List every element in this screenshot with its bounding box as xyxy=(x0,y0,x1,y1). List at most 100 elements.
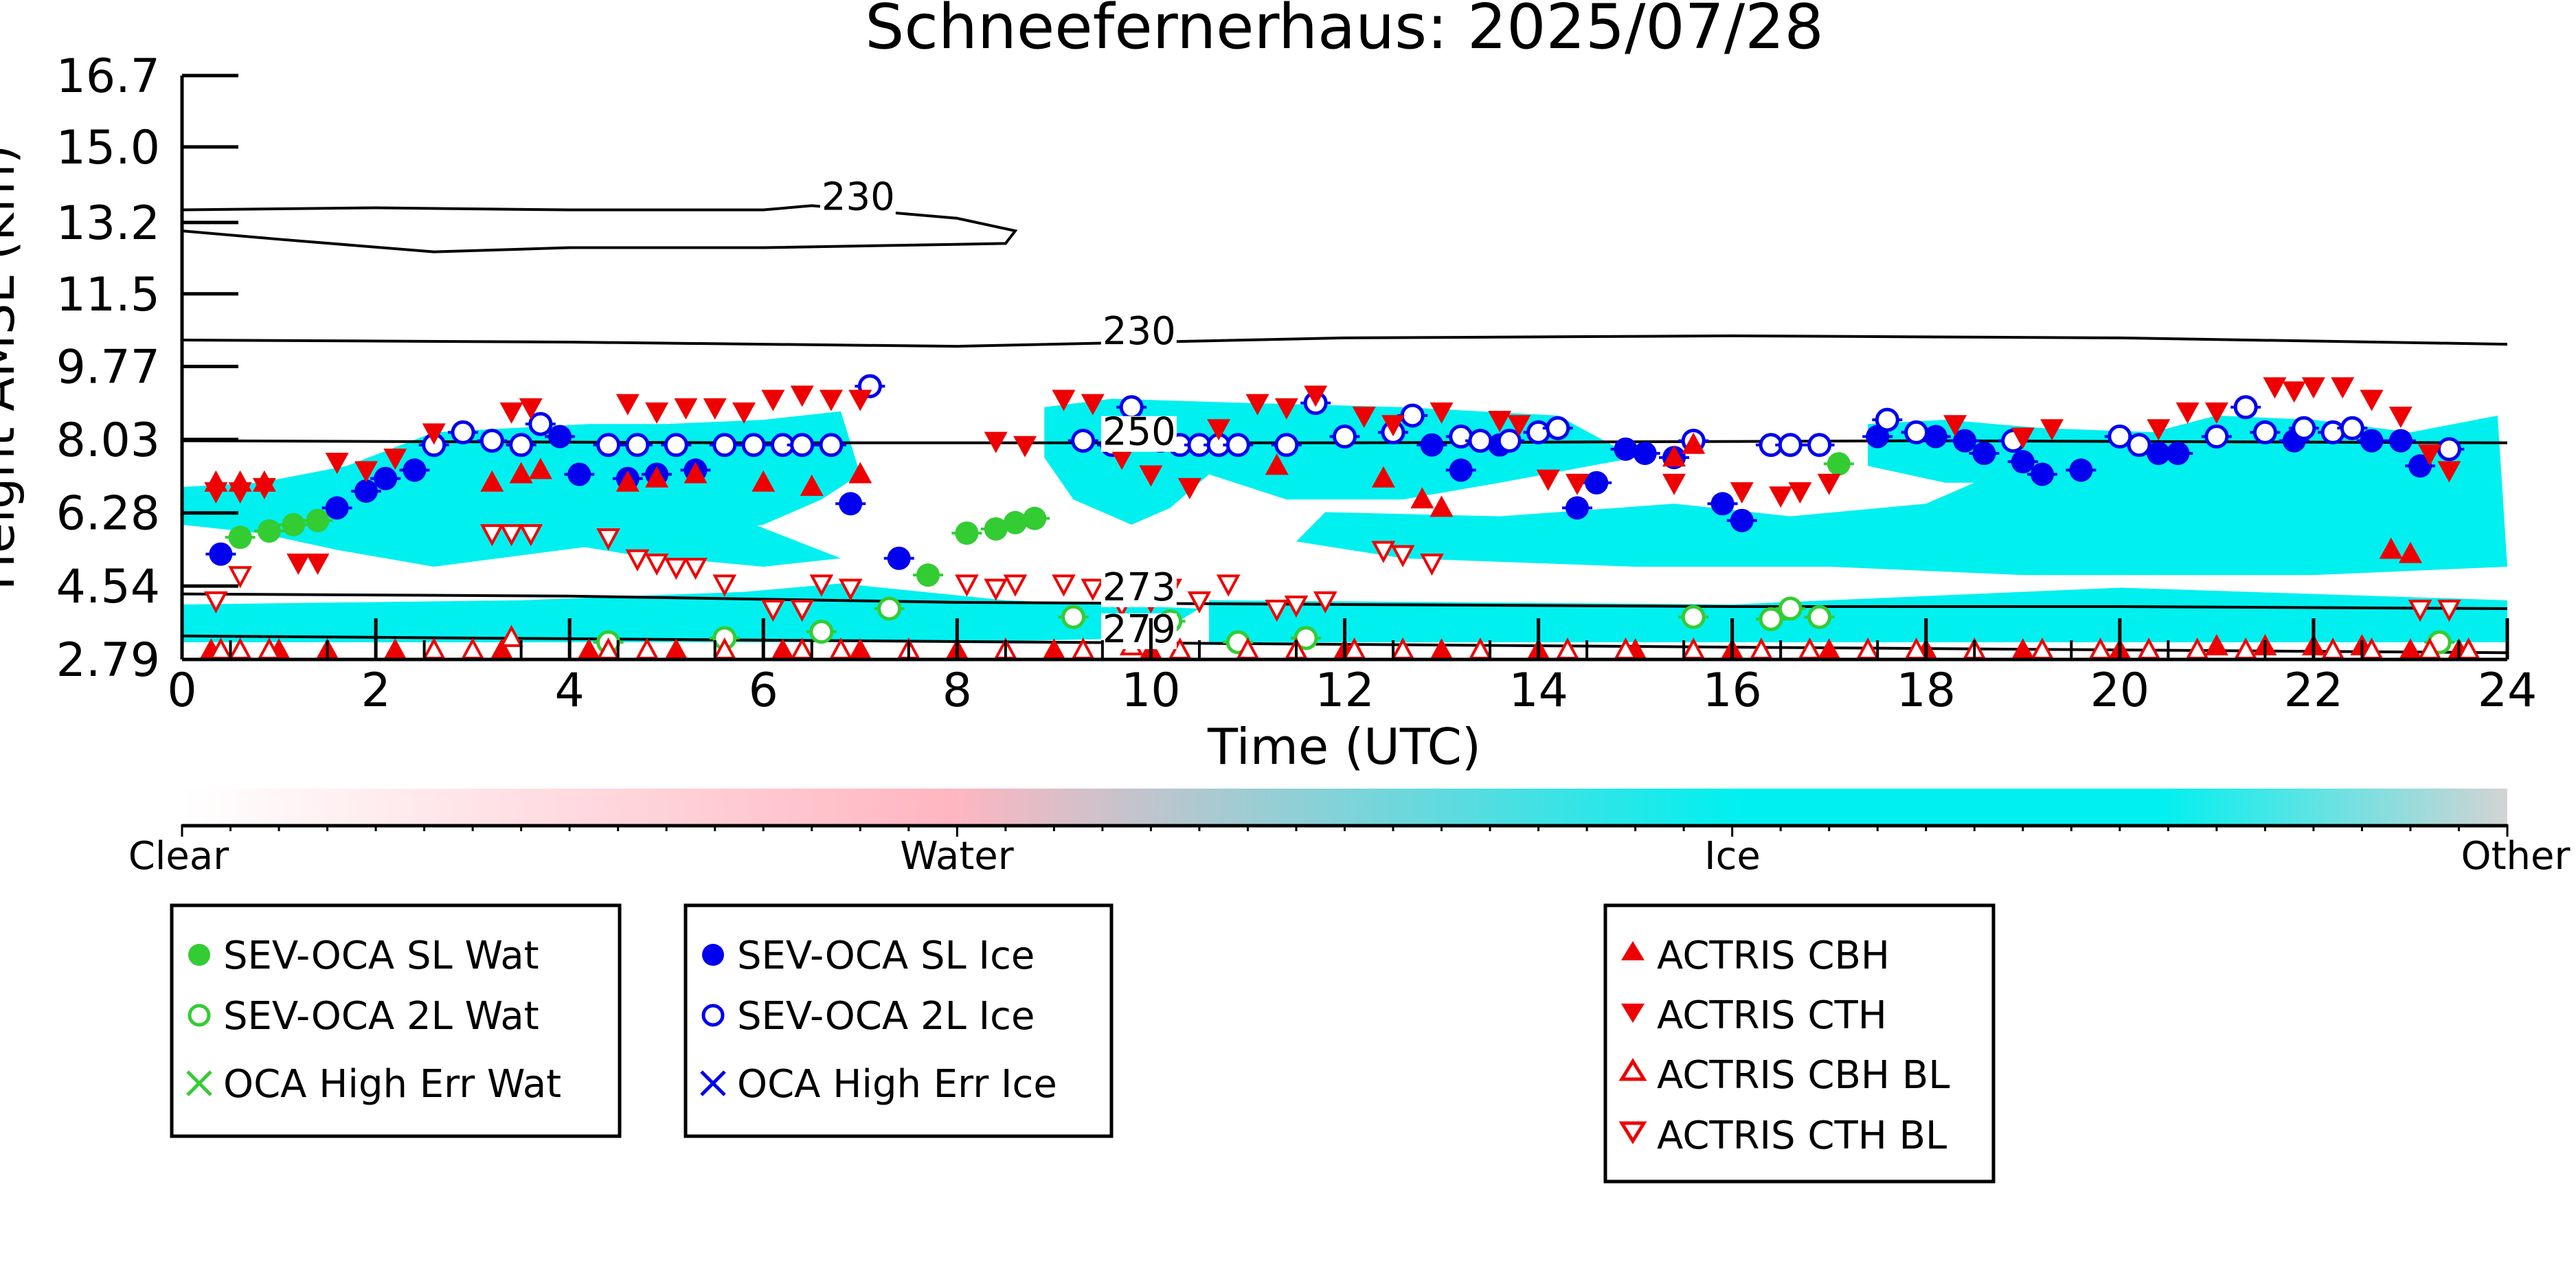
sev-oca-2l-ice-point xyxy=(509,433,534,457)
colorbar-label-clear: Clear xyxy=(128,834,229,879)
x-tick-label: 8 xyxy=(942,664,972,718)
actris-cbh-point xyxy=(1265,453,1289,475)
actris-cth-bl-point xyxy=(204,591,228,614)
sev-oca-2l-ice-point xyxy=(664,433,688,457)
actris-cbh-point xyxy=(1410,487,1434,509)
actris-cbh-point xyxy=(771,638,795,659)
actris-cth-bl-point xyxy=(479,524,504,547)
actris-cth-point xyxy=(1274,398,1298,420)
ice-region xyxy=(1044,398,1636,525)
y-tick-label: 15.0 xyxy=(56,121,160,175)
actris-cth-bl-point xyxy=(1187,591,1212,614)
sev-oca-2l-ice-point xyxy=(1546,416,1570,440)
sev-oca-2l-wat-point xyxy=(1061,605,1086,629)
actris-cth-point xyxy=(2263,377,2287,399)
x-tick-label: 2 xyxy=(361,664,390,718)
y-axis-label: Height AMSL (km) xyxy=(0,145,25,591)
actris-cbh-bl-point xyxy=(790,637,814,659)
legend-water-frame xyxy=(170,903,622,1138)
sev-oca-2l-wat-point xyxy=(1807,605,1832,629)
actris-cth-bl-point xyxy=(790,600,815,622)
sev-oca-sl-wat-point xyxy=(916,563,940,587)
sev-oca-2l-ice-point xyxy=(2108,425,2132,449)
legend-ice-frame xyxy=(683,903,1114,1138)
sev-oca-sl-ice-point xyxy=(2360,429,2384,453)
actris-cth-bl-point xyxy=(2408,600,2432,622)
legend-cth-marker xyxy=(1621,1004,1645,1023)
actris-cbh-point xyxy=(1662,445,1686,467)
actris-cth-point xyxy=(1081,394,1105,416)
actris-cbh-point xyxy=(2204,634,2228,656)
actris-cbh-bl-point xyxy=(2320,637,2345,659)
actris-cbh-bl-point xyxy=(1681,637,1706,659)
actris-cth-point xyxy=(2282,381,2306,403)
sev-oca-sl-ice-point xyxy=(403,458,427,482)
actris-cth-point xyxy=(1817,473,1841,495)
actris-cth-bl-point xyxy=(1420,553,1444,576)
actris-cbh-point xyxy=(528,457,552,479)
legend-cth-bl-marker xyxy=(1618,1121,1647,1144)
legend-cth-bl-label: ACTRIS CTH BL xyxy=(1657,1114,1947,1158)
sev-oca-sl-ice-point xyxy=(325,496,349,520)
legend-cbh-bl-label: ACTRIS CBH BL xyxy=(1657,1053,1950,1098)
actris-cth-bl-point xyxy=(1284,595,1309,618)
sev-oca-sl-ice-point xyxy=(1633,441,1657,465)
actris-cth-point xyxy=(2204,402,2228,424)
actris-cbh-point xyxy=(383,638,407,659)
actris-cbh-point xyxy=(1371,466,1395,488)
legend-higherr-wat-marker xyxy=(186,1070,212,1096)
actris-cth-point xyxy=(325,453,349,475)
actris-cbh-bl-point xyxy=(828,637,853,659)
x-tick-label: 24 xyxy=(2478,664,2538,718)
ice-region xyxy=(182,583,1199,642)
actris-cth-bl-point xyxy=(1371,541,1396,563)
sev-oca-sl-wat-point xyxy=(1003,510,1027,534)
sev-oca-sl-ice-point xyxy=(1614,437,1638,461)
actris-cbh-point xyxy=(2011,638,2035,659)
ice-region xyxy=(1209,587,2507,642)
sev-oca-2l-ice-point xyxy=(1875,407,1899,432)
actris-cbh-point xyxy=(664,638,688,659)
sev-oca-2l-ice-point xyxy=(1807,433,1832,457)
sev-oca-sl-wat-point xyxy=(1827,452,1851,476)
actris-cth-point xyxy=(790,385,814,407)
actris-cbh-point xyxy=(577,638,601,659)
sev-oca-sl-ice-point xyxy=(1953,429,1977,453)
legend-water: SEV-OCA SL Wat SEV-OCA 2L Wat OCA High E… xyxy=(170,903,622,1138)
actris-cth-point xyxy=(499,402,523,424)
sev-oca-sl-ice-point xyxy=(1420,433,1444,457)
x-tick-label: 16 xyxy=(1702,664,1762,718)
y-tick-label: 11.5 xyxy=(56,268,160,322)
actris-cth-point xyxy=(848,389,872,411)
legend-higherr-ice-label: OCA High Err Ice xyxy=(737,1062,1057,1107)
sev-oca-sl-ice-point xyxy=(354,479,378,503)
sev-oca-2l-ice-point xyxy=(1904,420,1929,444)
actris-cth-point xyxy=(422,423,446,445)
actris-cth-bl-point xyxy=(625,549,650,572)
sev-oca-sl-ice-point xyxy=(1730,508,1754,532)
actris-cth-point xyxy=(2388,406,2413,428)
x-tick-label: 18 xyxy=(1896,664,1956,718)
contour-label-bg xyxy=(1100,571,1177,607)
actris-cth-point xyxy=(306,553,330,575)
sev-oca-2l-ice-point xyxy=(479,429,504,453)
sev-oca-sl-ice-point xyxy=(2388,429,2413,453)
y-tick-label: 2.79 xyxy=(56,633,160,688)
actris-cth-point xyxy=(1769,486,1793,508)
actris-cbh-bl-point xyxy=(2233,637,2258,659)
sev-oca-sl-wat-point xyxy=(257,519,281,543)
actris-cbh-point xyxy=(1430,638,1454,659)
legend-higherr-ice-marker xyxy=(700,1070,726,1096)
actris-cth-bl-point xyxy=(644,553,669,576)
contour-label: 250 xyxy=(1103,410,1176,455)
ice-cloud-layer xyxy=(182,398,2507,642)
x-tick-label: 12 xyxy=(1315,664,1375,718)
ice-region xyxy=(1296,415,2507,576)
legend-ice: SEV-OCA SL Ice SEV-OCA 2L Ice OCA High E… xyxy=(683,903,1114,1138)
actris-cbh-bl-point xyxy=(1468,637,1493,659)
actris-cth-point xyxy=(732,402,756,424)
actris-cth-bl-point xyxy=(984,578,1008,601)
colorbar-label-other: Other xyxy=(2461,834,2571,879)
contour-label: 230 xyxy=(1103,309,1176,354)
actris-cth-point xyxy=(819,389,843,411)
